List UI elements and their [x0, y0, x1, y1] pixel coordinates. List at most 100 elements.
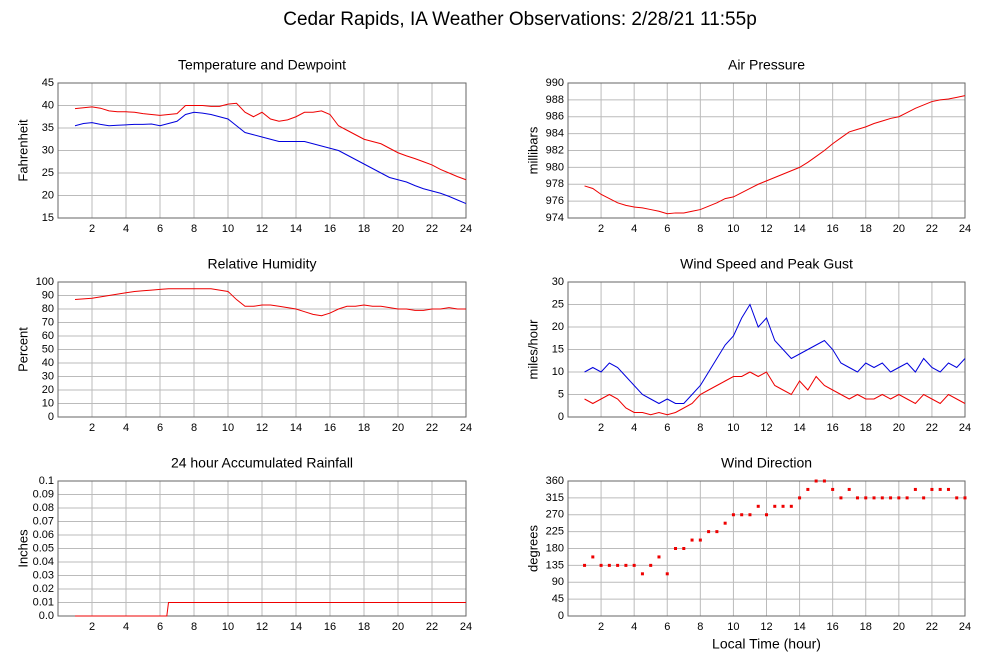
x-tick-label: 12	[256, 223, 268, 235]
data-line	[584, 303, 966, 405]
y-tick-label: 15	[552, 343, 564, 355]
data-line	[74, 111, 467, 205]
x-tick-label: 16	[827, 422, 839, 434]
y-tick-label: 90	[552, 576, 564, 588]
y-tick-label: 0.01	[33, 596, 54, 608]
x-tick-label: 8	[191, 223, 197, 235]
y-axis-label: Inches	[15, 529, 30, 568]
x-tick-label: 10	[222, 621, 234, 633]
data-point	[955, 496, 959, 500]
x-tick-label: 14	[290, 621, 302, 633]
data-point	[740, 513, 744, 517]
y-tick-label: 70	[42, 316, 54, 328]
x-tick-label: 16	[827, 223, 839, 235]
x-tick-label: 18	[358, 621, 370, 633]
x-tick-label: 6	[157, 422, 163, 434]
y-tick-label: 20	[552, 321, 564, 333]
x-tick-label: 10	[222, 422, 234, 434]
y-tick-label: 0.03	[33, 569, 54, 581]
data-point	[938, 487, 942, 491]
data-point	[657, 555, 661, 559]
y-tick-label: 0.0	[39, 610, 54, 622]
data-point	[765, 513, 768, 517]
y-tick-label: 10	[552, 366, 564, 378]
data-point	[583, 563, 587, 567]
x-tick-label: 8	[191, 422, 197, 434]
data-point	[640, 572, 644, 576]
x-tick-label: 4	[123, 621, 129, 633]
data-point	[674, 547, 678, 550]
data-point	[649, 563, 653, 567]
y-axis-label: degrees	[525, 525, 540, 572]
data-line	[74, 288, 466, 317]
y-tick-label: 0.08	[33, 502, 54, 514]
chart-title: Wind Direction	[721, 455, 812, 471]
x-tick-label: 2	[89, 223, 95, 235]
x-tick-label: 4	[123, 223, 129, 235]
data-point	[798, 496, 802, 500]
x-tick-label: 8	[697, 422, 703, 434]
x-tick-label: 12	[256, 422, 268, 434]
x-tick-label: 2	[598, 422, 604, 434]
data-point	[814, 479, 818, 483]
y-tick-label: 988	[546, 94, 564, 106]
x-tick-label: 20	[893, 621, 905, 633]
x-tick-label: 14	[793, 422, 805, 434]
x-tick-label: 18	[860, 223, 872, 235]
data-point	[748, 513, 752, 517]
y-tick-label: 40	[42, 99, 54, 111]
page-title: Cedar Rapids, IA Weather Observations: 2…	[283, 9, 757, 30]
plot-frame	[57, 281, 467, 418]
data-point	[930, 487, 934, 491]
x-tick-label: 24	[460, 422, 472, 434]
x-tick-label: 22	[426, 621, 438, 633]
x-tick-label: 4	[123, 422, 129, 434]
x-tick-label: 4	[631, 422, 637, 434]
y-tick-label: 982	[546, 144, 564, 156]
y-tick-label: 0.04	[33, 556, 54, 568]
x-tick-label: 10	[222, 223, 234, 235]
y-tick-label: 974	[546, 212, 564, 224]
y-tick-label: 45	[552, 593, 564, 605]
x-tick-label: 14	[290, 223, 302, 235]
x-tick-label: 18	[860, 621, 872, 633]
x-tick-label: 4	[631, 223, 637, 235]
x-tick-label: 10	[727, 621, 739, 633]
data-point	[731, 513, 735, 517]
data-point	[839, 496, 843, 500]
chart-title: Wind Speed and Peak Gust	[680, 256, 853, 272]
data-point	[781, 504, 785, 508]
y-axis-label: millibars	[525, 126, 540, 174]
x-tick-label: 24	[959, 422, 971, 434]
y-tick-label: 5	[558, 388, 564, 400]
x-tick-label: 12	[760, 422, 772, 434]
y-tick-label: 980	[546, 161, 564, 173]
data-point	[855, 496, 859, 500]
y-tick-label: 25	[42, 167, 54, 179]
data-point	[773, 504, 777, 508]
data-line	[74, 102, 467, 181]
data-point	[897, 496, 901, 500]
data-point	[599, 563, 603, 567]
data-point	[963, 496, 967, 500]
x-tick-label: 14	[290, 422, 302, 434]
x-tick-label: 20	[392, 422, 404, 434]
data-point	[723, 521, 727, 525]
data-point	[913, 487, 917, 491]
data-point	[789, 504, 793, 508]
y-tick-label: 0.05	[33, 542, 54, 554]
y-tick-label: 20	[42, 384, 54, 396]
chart-title: Relative Humidity	[208, 256, 317, 272]
x-tick-label: 4	[631, 621, 637, 633]
y-tick-label: 978	[546, 178, 564, 190]
x-tick-label: 18	[358, 422, 370, 434]
x-tick-label: 2	[598, 223, 604, 235]
plot-frame	[567, 82, 966, 219]
x-tick-label: 20	[893, 223, 905, 235]
y-tick-label: 976	[546, 195, 564, 207]
x-tick-label: 16	[324, 422, 336, 434]
data-point	[624, 563, 628, 567]
x-axis-label: Local Time (hour)	[712, 636, 821, 652]
x-tick-label: 22	[426, 422, 438, 434]
